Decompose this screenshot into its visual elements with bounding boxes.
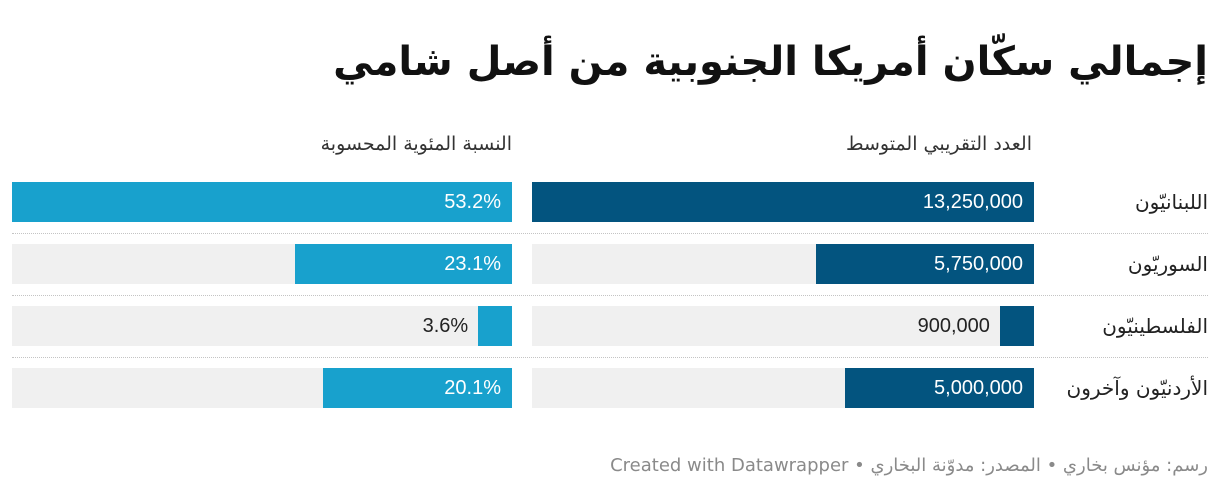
percent-bar (323, 368, 512, 408)
count-value-label: 5,000,000 (934, 377, 1023, 399)
row-label: اللبنانيّون (1134, 190, 1208, 214)
row-label: الفلسطينيّون (1102, 314, 1208, 338)
percent-bar (294, 244, 512, 284)
count-bar-track: 900,000 (532, 306, 1034, 346)
row-label: السوريّون (1127, 252, 1208, 276)
row-label: الأردنيّون وآخرون (1066, 376, 1208, 400)
row-divider (12, 233, 1208, 234)
percent-value-label: 53.2% (444, 191, 501, 213)
column-header-count: العدد التقريبي المتوسط (845, 133, 1032, 155)
percent-bar-track: 23.1% (12, 244, 512, 284)
percent-bar (478, 306, 512, 346)
percent-value-label: 23.1% (444, 253, 501, 275)
percent-bar-track: 53.2% (12, 182, 512, 222)
count-bar (844, 368, 1034, 408)
row-divider (12, 295, 1208, 296)
count-bar (816, 244, 1034, 284)
chart-footer: رسم: مؤنس بخاري • المصدر: مدوّنة البخاري… (610, 455, 1208, 476)
count-value-label: 900,000 (917, 315, 990, 337)
percent-bar-track: 3.6% (12, 306, 512, 346)
percent-bar (12, 182, 512, 222)
count-bar (532, 182, 1034, 222)
percent-bar-track: 20.1% (12, 368, 512, 408)
count-value-label: 5,750,000 (934, 253, 1023, 275)
column-header-percent: النسبة المئوية المحسوبة (320, 133, 512, 155)
row-divider (12, 357, 1208, 358)
count-bar (999, 306, 1034, 346)
count-bar-track: 5,000,000 (532, 368, 1034, 408)
count-bar-track: 13,250,000 (532, 182, 1034, 222)
count-bar-track: 5,750,000 (532, 244, 1034, 284)
count-value-label: 13,250,000 (922, 191, 1023, 213)
percent-value-label: 20.1% (444, 377, 501, 399)
chart-title: إجمالي سكّان أمريكا الجنوبية من أصل شامي (333, 39, 1208, 85)
percent-value-label: 3.6% (422, 315, 469, 337)
